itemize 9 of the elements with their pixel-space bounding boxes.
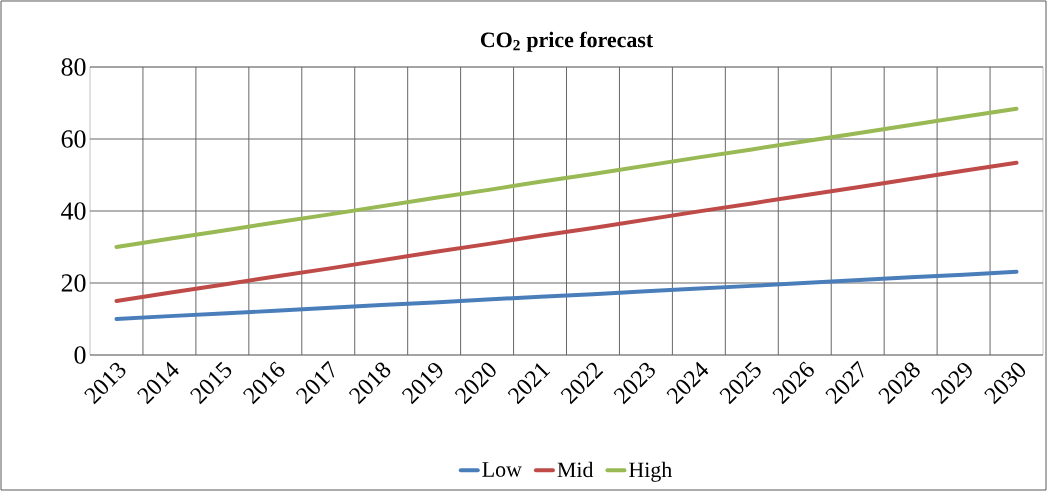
y-tick-label: 20	[61, 274, 86, 292]
chart-title: CO$_{2}$ price forecast	[480, 31, 654, 52]
y-tick-label: 80	[61, 58, 86, 76]
y-tick-label: 0	[74, 346, 86, 364]
legend-label: Low	[482, 462, 522, 477]
y-tick-label: 40	[61, 202, 86, 220]
legend-label: Mid	[557, 461, 594, 478]
legend-label: High	[629, 461, 672, 482]
y-tick-label: 60	[61, 130, 86, 148]
